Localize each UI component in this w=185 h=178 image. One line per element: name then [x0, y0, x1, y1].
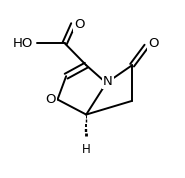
- Text: O: O: [74, 18, 84, 31]
- Text: H: H: [82, 143, 91, 156]
- Text: O: O: [45, 93, 56, 106]
- Text: O: O: [148, 37, 159, 50]
- Text: N: N: [103, 75, 113, 88]
- Text: HO: HO: [13, 37, 33, 50]
